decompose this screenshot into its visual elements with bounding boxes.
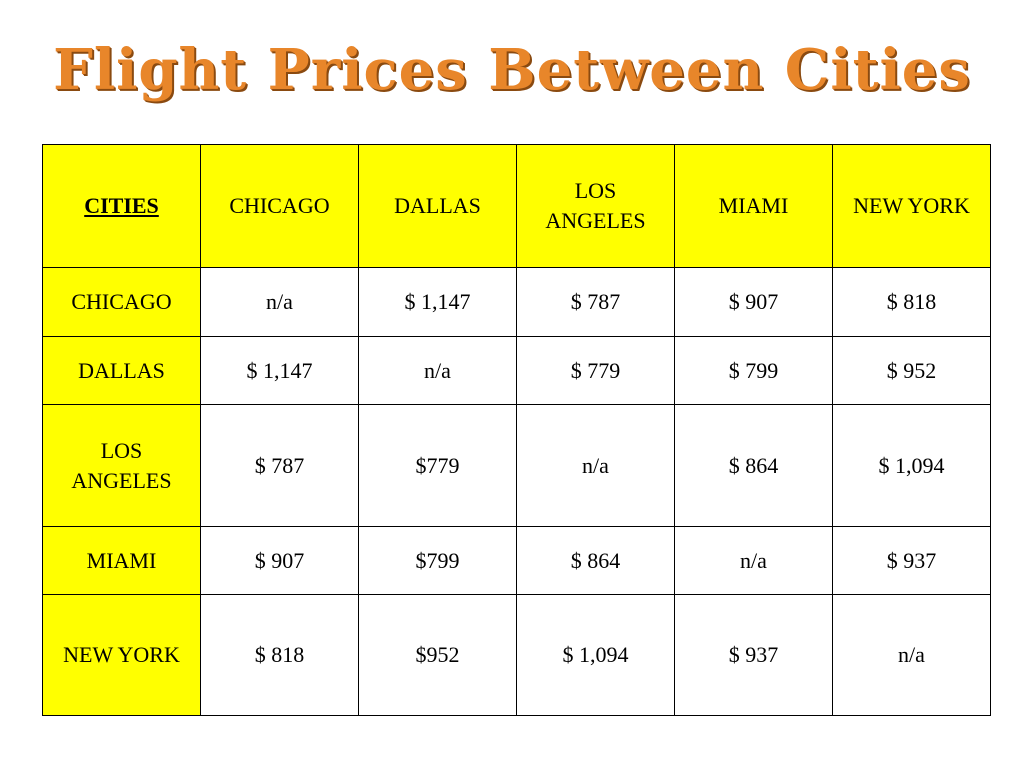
column-header-miami: MIAMI <box>674 144 833 268</box>
table-cell: n/a <box>832 594 991 716</box>
row-header-dallas: DALLAS <box>42 336 201 405</box>
table-row: MIAMI $ 907 $799 $ 864 n/a $ 937 <box>42 526 991 595</box>
row-header-chicago: CHICAGO <box>42 267 201 337</box>
table-cell: $ 818 <box>200 594 359 716</box>
table-cell: $ 864 <box>516 526 675 595</box>
row-header-new-york: NEW YORK <box>42 594 201 716</box>
table-cell: $ 937 <box>674 594 833 716</box>
table-cell: $ 907 <box>674 267 833 337</box>
table-cell: $ 1,147 <box>358 267 517 337</box>
table-row: NEW YORK $ 818 $952 $ 1,094 $ 937 n/a <box>42 594 991 716</box>
column-header-chicago: CHICAGO <box>200 144 359 268</box>
table-cell: $ 799 <box>674 336 833 405</box>
table-cell: $ 1,147 <box>200 336 359 405</box>
table-row: LOS ANGELES $ 787 $779 n/a $ 864 $ 1,094 <box>42 404 991 527</box>
flight-prices-table: CITIES CHICAGO DALLAS LOS ANGELES MIAMI … <box>42 144 991 716</box>
table-cell: $ 864 <box>674 404 833 527</box>
table-cell: $799 <box>358 526 517 595</box>
table-cell: n/a <box>200 267 359 337</box>
table-cell: $ 787 <box>200 404 359 527</box>
table-cell: $779 <box>358 404 517 527</box>
corner-label: CITIES <box>84 193 159 218</box>
table-cell: n/a <box>358 336 517 405</box>
table-cell: $952 <box>358 594 517 716</box>
page-title: Flight Prices Between Cities <box>53 37 971 103</box>
column-header-los-angeles: LOS ANGELES <box>516 144 675 268</box>
column-header-new-york: NEW YORK <box>832 144 991 268</box>
column-header-dallas: DALLAS <box>358 144 517 268</box>
table-cell: n/a <box>516 404 675 527</box>
table-row: DALLAS $ 1,147 n/a $ 779 $ 799 $ 952 <box>42 336 991 405</box>
row-header-miami: MIAMI <box>42 526 201 595</box>
table-row: CHICAGO n/a $ 1,147 $ 787 $ 907 $ 818 <box>42 267 991 337</box>
table-cell: $ 937 <box>832 526 991 595</box>
table-cell: $ 1,094 <box>832 404 991 527</box>
table-cell: $ 818 <box>832 267 991 337</box>
corner-header-cell: CITIES <box>42 144 201 268</box>
table-cell: $ 787 <box>516 267 675 337</box>
table-cell: $ 952 <box>832 336 991 405</box>
table-cell: $ 779 <box>516 336 675 405</box>
table-cell: $ 907 <box>200 526 359 595</box>
table-cell: n/a <box>674 526 833 595</box>
row-header-los-angeles: LOS ANGELES <box>42 404 201 527</box>
table-header-row: CITIES CHICAGO DALLAS LOS ANGELES MIAMI … <box>42 144 991 268</box>
table-cell: $ 1,094 <box>516 594 675 716</box>
